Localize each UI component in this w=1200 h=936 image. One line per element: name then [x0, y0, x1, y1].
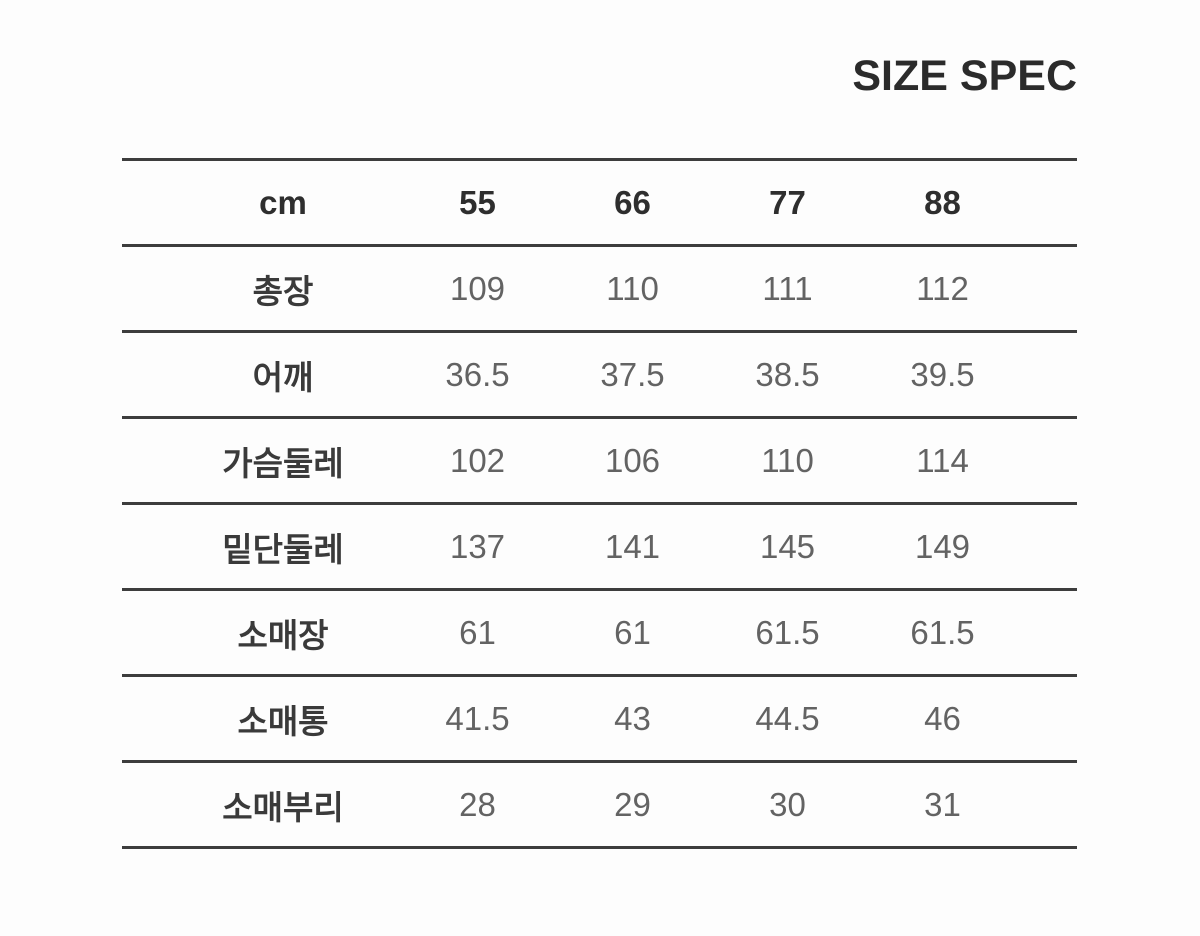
row-value: 38.5	[755, 355, 820, 393]
spacer-cell	[1020, 591, 1077, 674]
row-value: 61.5	[755, 613, 820, 651]
row-value: 44.5	[755, 699, 820, 737]
row-value: 145	[759, 527, 816, 565]
unit-header-cell: cm	[259, 183, 307, 221]
table-row-sleeve-length: 소매장 61 61 61.5 61.5	[122, 591, 1077, 677]
spacer-cell	[1020, 763, 1077, 846]
size-column-header-88: 88	[924, 183, 961, 221]
row-value: 110	[761, 441, 814, 479]
spacer-cell	[1020, 247, 1077, 330]
row-value: 61	[614, 613, 651, 651]
row-value: 110	[606, 269, 659, 307]
table-row-chest: 가슴둘레 102 106 110 114	[122, 419, 1077, 505]
spacer-cell	[1020, 419, 1077, 502]
row-label: 총장	[252, 272, 314, 310]
size-spec-table: cm 55 66 77 88 총장 109 110 111 112 어깨 36.…	[122, 158, 1077, 849]
size-column-header-55: 55	[459, 183, 496, 221]
table-row-hem: 밑단둘레 137 141 145 149	[122, 505, 1077, 591]
row-label: 밑단둘레	[222, 530, 344, 568]
table-row-sleeve-width: 소매통 41.5 43 44.5 46	[122, 677, 1077, 763]
spacer-cell	[1020, 161, 1077, 244]
row-value: 141	[604, 527, 661, 565]
row-value: 37.5	[600, 355, 665, 393]
row-value: 31	[924, 785, 961, 823]
row-value: 61	[459, 613, 496, 651]
row-value: 39.5	[910, 355, 975, 393]
row-value: 114	[916, 441, 969, 479]
table-row-shoulder: 어깨 36.5 37.5 38.5 39.5	[122, 333, 1077, 419]
table-row-total-length: 총장 109 110 111 112	[122, 247, 1077, 333]
size-column-header-66: 66	[614, 183, 651, 221]
page-title: SIZE SPEC	[852, 52, 1077, 100]
row-label: 가슴둘레	[222, 444, 344, 482]
table-header-row: cm 55 66 77 88	[122, 161, 1077, 247]
spacer-cell	[1020, 677, 1077, 760]
row-value: 30	[769, 785, 806, 823]
row-value: 149	[914, 527, 971, 565]
spacer-cell	[1020, 505, 1077, 588]
row-value: 111	[762, 269, 813, 307]
row-value: 41.5	[445, 699, 510, 737]
row-value: 28	[459, 785, 496, 823]
row-label: 소매통	[237, 702, 329, 740]
row-value: 106	[604, 441, 661, 479]
row-label: 어깨	[252, 358, 314, 396]
table-row-sleeve-cuff: 소매부리 28 29 30 31	[122, 763, 1077, 849]
row-value: 29	[614, 785, 651, 823]
row-label: 소매장	[237, 616, 329, 654]
row-value: 36.5	[445, 355, 510, 393]
row-value: 109	[449, 269, 506, 307]
size-column-header-77: 77	[769, 183, 806, 221]
row-label: 소매부리	[222, 788, 344, 826]
row-value: 112	[916, 269, 969, 307]
row-value: 46	[924, 699, 961, 737]
row-value: 61.5	[910, 613, 975, 651]
row-value: 137	[449, 527, 506, 565]
row-value: 43	[614, 699, 651, 737]
row-value: 102	[449, 441, 506, 479]
spacer-cell	[1020, 333, 1077, 416]
